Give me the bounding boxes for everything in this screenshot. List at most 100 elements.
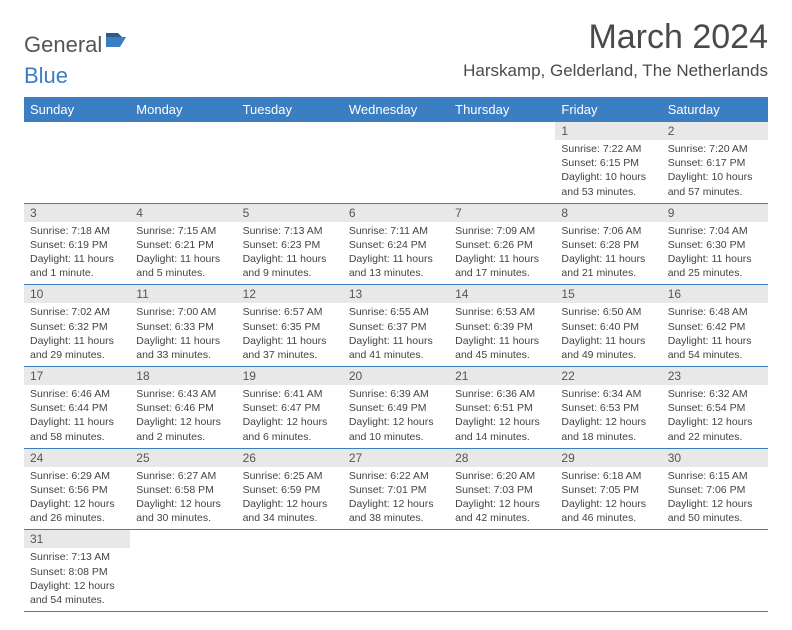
calendar-cell: 6Sunrise: 7:11 AMSunset: 6:24 PMDaylight… — [343, 203, 449, 285]
day-number: 4 — [130, 204, 236, 222]
day-content: Sunrise: 7:15 AMSunset: 6:21 PMDaylight:… — [130, 222, 236, 285]
day-header: Thursday — [449, 97, 555, 122]
day-content: Sunrise: 6:29 AMSunset: 6:56 PMDaylight:… — [24, 467, 130, 530]
calendar-cell: 25Sunrise: 6:27 AMSunset: 6:58 PMDayligh… — [130, 448, 236, 530]
day-number: 14 — [449, 285, 555, 303]
logo-text-1: General — [24, 32, 102, 58]
day-number: 26 — [237, 449, 343, 467]
day-number: 31 — [24, 530, 130, 548]
calendar-cell: 9Sunrise: 7:04 AMSunset: 6:30 PMDaylight… — [662, 203, 768, 285]
day-header: Friday — [555, 97, 661, 122]
calendar-table: SundayMondayTuesdayWednesdayThursdayFrid… — [24, 97, 768, 612]
calendar-cell: 24Sunrise: 6:29 AMSunset: 6:56 PMDayligh… — [24, 448, 130, 530]
calendar-row: 24Sunrise: 6:29 AMSunset: 6:56 PMDayligh… — [24, 448, 768, 530]
calendar-cell: 10Sunrise: 7:02 AMSunset: 6:32 PMDayligh… — [24, 285, 130, 367]
day-content: Sunrise: 7:20 AMSunset: 6:17 PMDaylight:… — [662, 140, 768, 203]
day-content: Sunrise: 7:13 AMSunset: 6:23 PMDaylight:… — [237, 222, 343, 285]
calendar-cell: 21Sunrise: 6:36 AMSunset: 6:51 PMDayligh… — [449, 367, 555, 449]
day-number: 13 — [343, 285, 449, 303]
day-content: Sunrise: 7:22 AMSunset: 6:15 PMDaylight:… — [555, 140, 661, 203]
day-number: 2 — [662, 122, 768, 140]
day-number: 5 — [237, 204, 343, 222]
day-content: Sunrise: 6:22 AMSunset: 7:01 PMDaylight:… — [343, 467, 449, 530]
calendar-cell: 28Sunrise: 6:20 AMSunset: 7:03 PMDayligh… — [449, 448, 555, 530]
calendar-cell: 14Sunrise: 6:53 AMSunset: 6:39 PMDayligh… — [449, 285, 555, 367]
day-content: Sunrise: 6:46 AMSunset: 6:44 PMDaylight:… — [24, 385, 130, 448]
day-header: Monday — [130, 97, 236, 122]
calendar-cell — [130, 530, 236, 612]
day-content: Sunrise: 7:18 AMSunset: 6:19 PMDaylight:… — [24, 222, 130, 285]
calendar-cell — [449, 530, 555, 612]
calendar-cell: 11Sunrise: 7:00 AMSunset: 6:33 PMDayligh… — [130, 285, 236, 367]
day-content: Sunrise: 6:25 AMSunset: 6:59 PMDaylight:… — [237, 467, 343, 530]
logo: General — [24, 32, 134, 58]
day-number: 24 — [24, 449, 130, 467]
calendar-row: 3Sunrise: 7:18 AMSunset: 6:19 PMDaylight… — [24, 203, 768, 285]
calendar-cell — [237, 122, 343, 203]
day-content: Sunrise: 6:48 AMSunset: 6:42 PMDaylight:… — [662, 303, 768, 366]
calendar-cell: 13Sunrise: 6:55 AMSunset: 6:37 PMDayligh… — [343, 285, 449, 367]
day-content: Sunrise: 6:15 AMSunset: 7:06 PMDaylight:… — [662, 467, 768, 530]
location: Harskamp, Gelderland, The Netherlands — [463, 61, 768, 81]
day-header: Sunday — [24, 97, 130, 122]
calendar-cell — [24, 122, 130, 203]
day-number: 22 — [555, 367, 661, 385]
day-number: 7 — [449, 204, 555, 222]
day-content: Sunrise: 6:50 AMSunset: 6:40 PMDaylight:… — [555, 303, 661, 366]
day-content: Sunrise: 7:02 AMSunset: 6:32 PMDaylight:… — [24, 303, 130, 366]
month-title: March 2024 — [463, 18, 768, 57]
day-content: Sunrise: 6:18 AMSunset: 7:05 PMDaylight:… — [555, 467, 661, 530]
day-number: 30 — [662, 449, 768, 467]
calendar-cell: 20Sunrise: 6:39 AMSunset: 6:49 PMDayligh… — [343, 367, 449, 449]
day-content: Sunrise: 7:06 AMSunset: 6:28 PMDaylight:… — [555, 222, 661, 285]
calendar-cell — [343, 530, 449, 612]
calendar-cell: 31Sunrise: 7:13 AMSunset: 8:08 PMDayligh… — [24, 530, 130, 612]
day-number: 27 — [343, 449, 449, 467]
calendar-cell: 16Sunrise: 6:48 AMSunset: 6:42 PMDayligh… — [662, 285, 768, 367]
calendar-cell: 19Sunrise: 6:41 AMSunset: 6:47 PMDayligh… — [237, 367, 343, 449]
day-content: Sunrise: 6:39 AMSunset: 6:49 PMDaylight:… — [343, 385, 449, 448]
day-number: 29 — [555, 449, 661, 467]
calendar-cell — [343, 122, 449, 203]
logo-text-2: Blue — [24, 63, 68, 89]
calendar-cell: 12Sunrise: 6:57 AMSunset: 6:35 PMDayligh… — [237, 285, 343, 367]
calendar-row: 10Sunrise: 7:02 AMSunset: 6:32 PMDayligh… — [24, 285, 768, 367]
day-content: Sunrise: 6:43 AMSunset: 6:46 PMDaylight:… — [130, 385, 236, 448]
day-number: 28 — [449, 449, 555, 467]
calendar-cell — [449, 122, 555, 203]
calendar-row: 31Sunrise: 7:13 AMSunset: 8:08 PMDayligh… — [24, 530, 768, 612]
calendar-cell: 5Sunrise: 7:13 AMSunset: 6:23 PMDaylight… — [237, 203, 343, 285]
day-content: Sunrise: 6:36 AMSunset: 6:51 PMDaylight:… — [449, 385, 555, 448]
day-number: 19 — [237, 367, 343, 385]
calendar-cell — [130, 122, 236, 203]
day-content: Sunrise: 6:34 AMSunset: 6:53 PMDaylight:… — [555, 385, 661, 448]
day-number: 20 — [343, 367, 449, 385]
day-number: 23 — [662, 367, 768, 385]
day-number: 12 — [237, 285, 343, 303]
calendar-cell: 8Sunrise: 7:06 AMSunset: 6:28 PMDaylight… — [555, 203, 661, 285]
calendar-cell: 17Sunrise: 6:46 AMSunset: 6:44 PMDayligh… — [24, 367, 130, 449]
day-header: Wednesday — [343, 97, 449, 122]
day-content: Sunrise: 6:55 AMSunset: 6:37 PMDaylight:… — [343, 303, 449, 366]
calendar-cell — [662, 530, 768, 612]
day-number: 9 — [662, 204, 768, 222]
calendar-cell: 4Sunrise: 7:15 AMSunset: 6:21 PMDaylight… — [130, 203, 236, 285]
day-number: 10 — [24, 285, 130, 303]
day-content: Sunrise: 7:11 AMSunset: 6:24 PMDaylight:… — [343, 222, 449, 285]
calendar-row: 1Sunrise: 7:22 AMSunset: 6:15 PMDaylight… — [24, 122, 768, 203]
day-content: Sunrise: 6:57 AMSunset: 6:35 PMDaylight:… — [237, 303, 343, 366]
day-content: Sunrise: 7:09 AMSunset: 6:26 PMDaylight:… — [449, 222, 555, 285]
calendar-cell: 15Sunrise: 6:50 AMSunset: 6:40 PMDayligh… — [555, 285, 661, 367]
calendar-cell: 1Sunrise: 7:22 AMSunset: 6:15 PMDaylight… — [555, 122, 661, 203]
calendar-cell: 23Sunrise: 6:32 AMSunset: 6:54 PMDayligh… — [662, 367, 768, 449]
day-content: Sunrise: 7:00 AMSunset: 6:33 PMDaylight:… — [130, 303, 236, 366]
day-number: 21 — [449, 367, 555, 385]
calendar-cell: 29Sunrise: 6:18 AMSunset: 7:05 PMDayligh… — [555, 448, 661, 530]
day-content: Sunrise: 6:53 AMSunset: 6:39 PMDaylight:… — [449, 303, 555, 366]
day-header-row: SundayMondayTuesdayWednesdayThursdayFrid… — [24, 97, 768, 122]
calendar-cell: 18Sunrise: 6:43 AMSunset: 6:46 PMDayligh… — [130, 367, 236, 449]
day-content: Sunrise: 6:27 AMSunset: 6:58 PMDaylight:… — [130, 467, 236, 530]
calendar-cell: 7Sunrise: 7:09 AMSunset: 6:26 PMDaylight… — [449, 203, 555, 285]
day-content: Sunrise: 7:04 AMSunset: 6:30 PMDaylight:… — [662, 222, 768, 285]
calendar-cell: 26Sunrise: 6:25 AMSunset: 6:59 PMDayligh… — [237, 448, 343, 530]
